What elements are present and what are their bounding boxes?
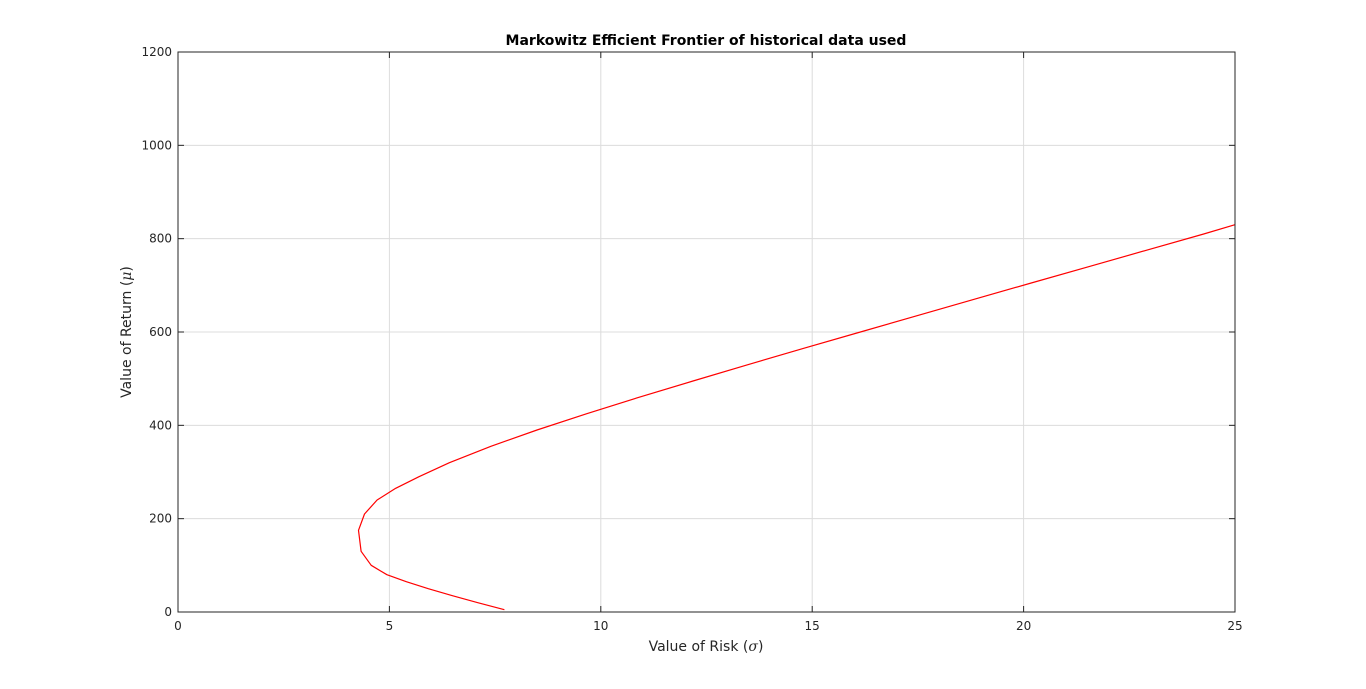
x-tick-label: 15 [805,619,820,633]
tick-marks [177,51,1236,613]
x-tick-label: 20 [1016,619,1031,633]
x-axis-label-suffix: ) [758,639,763,655]
x-tick-label: 5 [386,619,394,633]
y-tick-label: 800 [149,232,172,246]
y-tick-label: 200 [149,512,172,526]
y-axis-label-symbol: μ [119,272,135,281]
efficient-frontier-line [357,224,1236,611]
x-axis-label-prefix: Value of Risk ( [649,639,749,655]
y-tick-label: 1200 [141,45,172,59]
y-axis-label-prefix: Value of Return ( [119,281,135,398]
x-tick-label: 10 [593,619,608,633]
x-tick-label: 0 [174,619,182,633]
y-tick-labels: 0 200 400 600 800 1000 1200 [141,45,172,619]
y-tick-label: 1000 [141,138,172,152]
y-tick-label: 600 [149,325,172,339]
x-axis-label: Value of Risk (σ) [649,639,764,655]
grid-lines [178,52,1235,612]
y-axis-label-suffix: ) [119,266,135,271]
chart-title: Markowitz Efficient Frontier of historic… [506,33,907,49]
series-layer [357,224,1236,611]
x-tick-label: 25 [1227,619,1242,633]
x-tick-labels: 0 5 10 15 20 25 [174,619,1242,633]
x-axis-label-symbol: σ [748,639,758,655]
y-axis-label: Value of Return (μ) [119,266,135,398]
y-tick-label: 400 [149,418,172,432]
y-tick-label: 0 [164,605,172,619]
